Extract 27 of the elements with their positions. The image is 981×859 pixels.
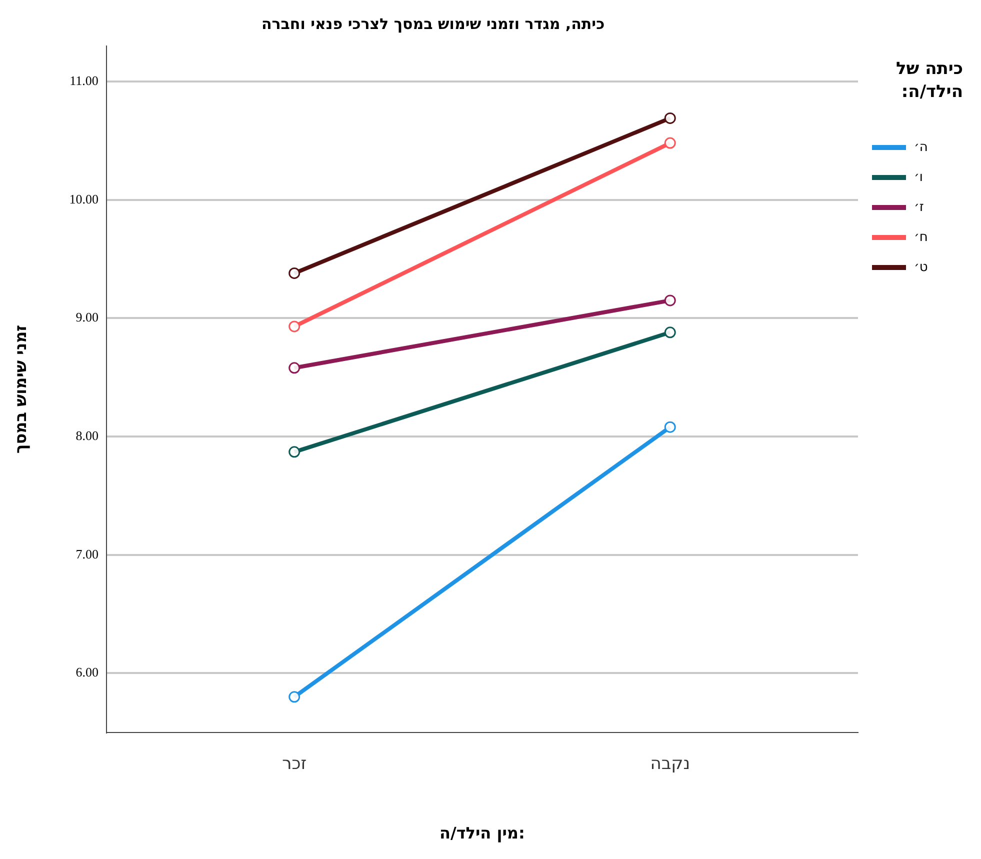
x-tick-label: זכר bbox=[282, 754, 307, 774]
point bbox=[288, 320, 300, 332]
y-tick-label: 9.00 bbox=[76, 310, 98, 325]
point bbox=[288, 267, 300, 279]
point bbox=[288, 362, 300, 374]
legend-label: ו׳ bbox=[914, 170, 923, 184]
y-tick-label: 8.00 bbox=[76, 428, 98, 443]
point bbox=[664, 421, 676, 433]
point bbox=[664, 326, 676, 338]
chart-title: כיתה, מגדר וזמני שימוש במסך לצרכי פנאי וחברה bbox=[261, 14, 605, 33]
legend-label: ה׳ bbox=[914, 140, 928, 154]
y-tick-label: 11.00 bbox=[70, 72, 98, 88]
legend-label: ט׳ bbox=[914, 260, 928, 274]
y-tick-label: 7.00 bbox=[76, 546, 98, 562]
legend-label: ח׳ bbox=[914, 230, 928, 244]
point bbox=[288, 691, 300, 703]
point bbox=[664, 294, 676, 306]
x-axis-title: מין הילד/ה: bbox=[440, 824, 525, 843]
legend-label: ז׳ bbox=[914, 200, 924, 214]
x-tick-label: נקבה bbox=[650, 754, 690, 774]
legend-title: כיתה של הילד/ה: bbox=[894, 58, 963, 104]
y-tick-label: 10.00 bbox=[69, 191, 98, 206]
point bbox=[664, 137, 676, 149]
point bbox=[288, 446, 300, 458]
y-axis-title: זמני שימוש במסך bbox=[10, 324, 30, 454]
point bbox=[664, 112, 676, 124]
y-tick-label: 6.00 bbox=[76, 664, 98, 680]
